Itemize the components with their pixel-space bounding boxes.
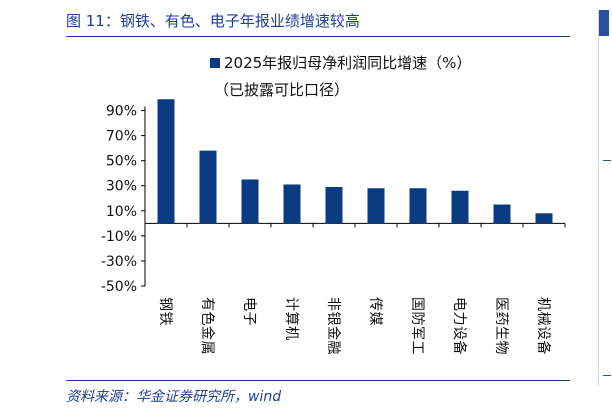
x-tick-char: 备 <box>451 341 468 355</box>
x-tick-char: 钢 <box>157 297 173 311</box>
x-tick-char: 媒 <box>367 312 383 326</box>
x-tick-char: 设 <box>535 326 551 340</box>
x-tick-char: 军 <box>409 326 425 340</box>
figure-title: 图 11：钢铁、有色、电子年报业绩增速较高 <box>66 12 360 30</box>
bar <box>451 190 469 224</box>
x-tick-char: 工 <box>409 341 425 355</box>
source-note: 资料来源：华金证券研究所，wind <box>66 389 282 405</box>
x-tick-char: 传 <box>367 297 383 311</box>
x-tick-char: 防 <box>409 312 425 326</box>
x-tick-char: 机 <box>535 297 551 311</box>
y-tick-label: 70% <box>106 129 137 145</box>
x-tick-char: 备 <box>535 341 552 355</box>
x-tick-char: 银 <box>325 312 341 326</box>
x-tick-char: 有 <box>199 297 215 311</box>
y-tick-label: -30% <box>101 254 137 270</box>
chart-legend: 2025年报归母净利润同比增速（%） （已披露可比口径） <box>210 52 471 100</box>
source-rule <box>66 380 570 381</box>
x-tick-char: 计 <box>283 297 299 311</box>
y-tick-label: 30% <box>106 179 137 195</box>
x-tick-char: 国 <box>409 297 425 311</box>
legend-swatch <box>210 57 220 68</box>
bar <box>409 188 427 224</box>
adjacent-panel-header <box>599 10 609 36</box>
adjacent-panel-mark <box>603 160 611 161</box>
bar <box>535 213 553 224</box>
x-tick-char: 算 <box>283 312 299 326</box>
y-tick-label: 90% <box>106 104 137 120</box>
x-tick-label: 电子 <box>241 297 257 326</box>
x-tick-char: 金 <box>199 326 215 340</box>
x-tick-char: 铁 <box>157 312 173 326</box>
x-tick-char: 融 <box>325 341 341 355</box>
y-tick-label: 50% <box>106 154 137 170</box>
x-tick-char: 物 <box>493 341 509 355</box>
chart-bars <box>157 99 553 224</box>
y-tick-label: 10% <box>106 204 137 220</box>
x-tick-label: 传媒 <box>367 297 383 326</box>
x-tick-char: 力 <box>451 312 467 326</box>
bar <box>283 184 301 224</box>
bar <box>241 179 259 224</box>
x-tick-char: 非 <box>325 297 341 311</box>
x-tick-label: 计算机 <box>283 297 299 340</box>
bar <box>199 150 217 224</box>
bar <box>493 204 511 224</box>
bar <box>325 186 343 224</box>
x-tick-char: 金 <box>325 326 341 340</box>
x-tick-char: 子 <box>241 312 257 326</box>
adjacent-panel-edge <box>598 10 612 385</box>
y-tick-label: -50% <box>101 279 137 295</box>
x-tick-char: 属 <box>199 341 215 355</box>
x-tick-char: 机 <box>283 326 299 340</box>
x-tick-char: 医 <box>493 297 509 311</box>
x-tick-char: 药 <box>493 312 509 326</box>
x-tick-char: 色 <box>199 312 216 326</box>
bar <box>157 99 175 224</box>
x-tick-char: 械 <box>535 312 551 326</box>
x-tick-char: 电 <box>241 297 257 311</box>
legend-label: 2025年报归母净利润同比增速（%） <box>224 54 472 72</box>
x-tick-char: 设 <box>451 326 467 340</box>
adjacent-panel-mark <box>603 375 611 376</box>
title-rule <box>66 36 570 37</box>
x-tick-char: 电 <box>451 297 467 311</box>
x-tick-char: 生 <box>493 326 509 340</box>
legend-note: （已披露可比口径） <box>214 81 350 99</box>
y-tick-label: -10% <box>101 229 137 245</box>
bar <box>367 188 385 224</box>
y-tick-labels: 90% 70% 50% 30% 10% -10% -30% -50% <box>101 104 137 295</box>
x-tick-label: 钢铁 <box>157 297 173 326</box>
